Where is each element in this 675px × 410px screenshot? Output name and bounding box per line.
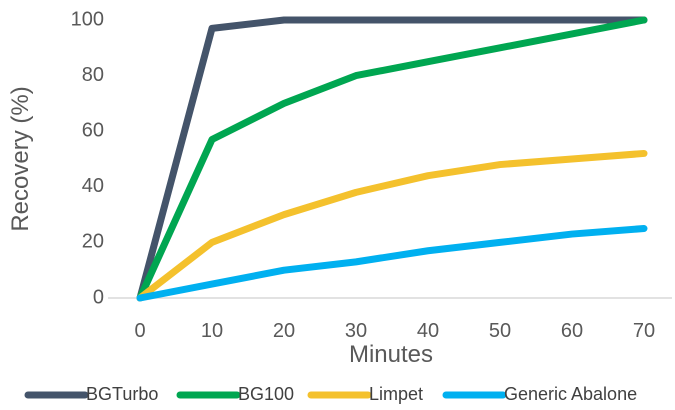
y-tick-label: 0 xyxy=(93,286,104,308)
series-line-bgturbo xyxy=(136,16,648,302)
legend-label: BG100 xyxy=(238,384,294,404)
y-tick-label: 80 xyxy=(82,64,104,86)
legend: BGTurbo BG100 Limpet Generic Abalone xyxy=(24,384,637,404)
x-axis-ticks: 0 10 20 30 40 50 60 70 xyxy=(134,320,655,342)
legend-label: BGTurbo xyxy=(86,384,158,404)
x-tick-label: 10 xyxy=(201,320,223,342)
series-line-generic-abalone xyxy=(136,225,648,302)
legend-label: Generic Abalone xyxy=(504,384,637,404)
x-tick-label: 0 xyxy=(134,320,145,342)
x-tick-label: 60 xyxy=(561,320,583,342)
y-tick-label: 40 xyxy=(82,175,104,197)
x-axis-title: Minutes xyxy=(349,341,433,368)
series-lines xyxy=(136,16,648,302)
y-tick-label: 60 xyxy=(82,119,104,141)
x-tick-label: 40 xyxy=(417,320,439,342)
series-line-limpet xyxy=(136,149,648,302)
series-line-bg100 xyxy=(136,16,648,302)
x-tick-label: 30 xyxy=(345,320,367,342)
x-tick-label: 50 xyxy=(489,320,511,342)
y-tick-label: 100 xyxy=(71,8,104,30)
y-axis-ticks: 0 20 40 60 80 100 xyxy=(71,8,104,308)
x-tick-label: 70 xyxy=(633,320,655,342)
y-tick-label: 20 xyxy=(82,231,104,253)
x-tick-label: 20 xyxy=(273,320,295,342)
legend-label: Limpet xyxy=(369,384,423,404)
y-axis-title: Recovery (%) xyxy=(7,86,34,231)
